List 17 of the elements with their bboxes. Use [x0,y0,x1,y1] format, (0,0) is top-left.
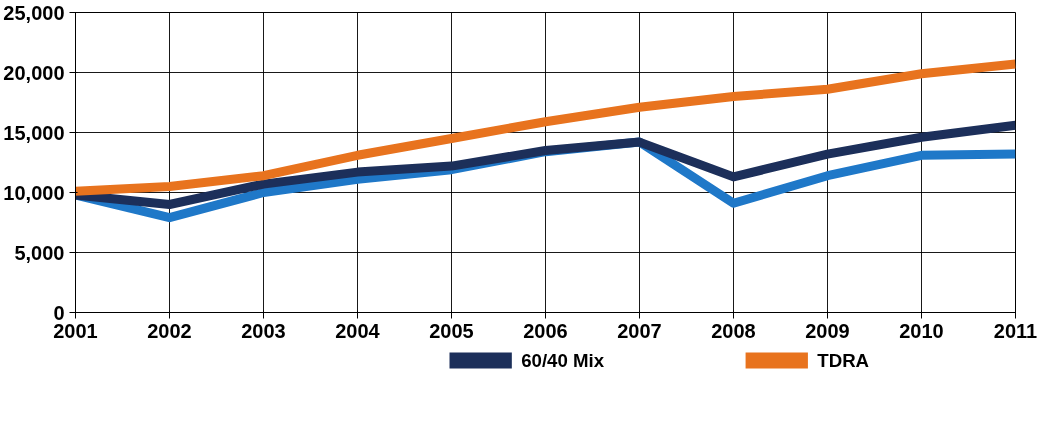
x-tick-label: 2004 [335,319,381,342]
x-tick-label: 2006 [523,319,568,342]
x-tick-label: 2011 [993,319,1038,342]
y-tick-label: 20,000 [3,61,65,84]
legend-label: TDRA [817,350,870,371]
y-tick-label: 25,000 [3,1,65,24]
x-tick-label: 2005 [429,319,474,342]
x-tick-label: 2010 [899,319,944,342]
x-tick-label: 2007 [617,319,662,342]
y-tick-label: 15,000 [3,121,65,144]
y-tick-label: 5,000 [14,241,65,264]
legend-label: 60/40 Mix [521,350,605,371]
x-tick-label: 2008 [711,319,756,342]
x-tick-label: 2003 [241,319,286,342]
y-tick-label: 10,000 [3,181,65,204]
x-tick-label: 2002 [147,319,192,342]
x-tick-label: 2009 [805,319,850,342]
